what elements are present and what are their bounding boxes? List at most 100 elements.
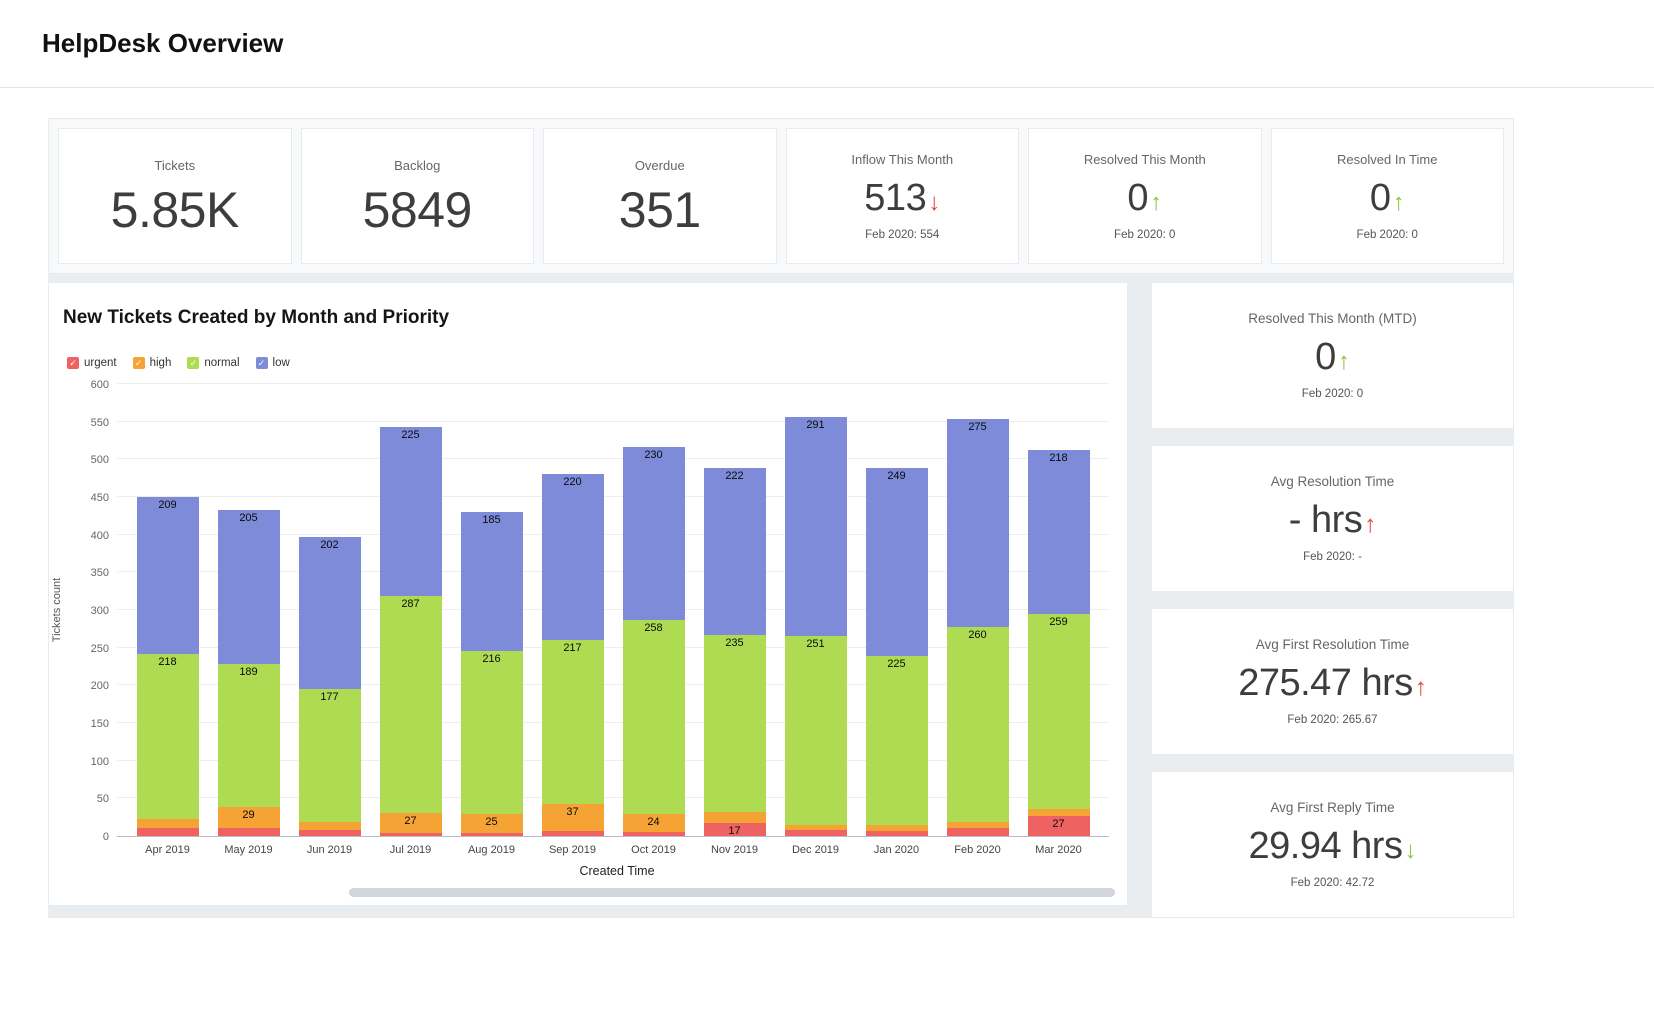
bar-segment-high[interactable] <box>1027 808 1090 816</box>
stat-subtext: Feb 2020: 0 <box>1114 228 1176 241</box>
x-tick-label: Mar 2020 <box>1035 844 1082 856</box>
gridline <box>117 684 1109 686</box>
bar-segment-urgent[interactable] <box>298 829 361 836</box>
chart-scrollbar-thumb[interactable] <box>349 888 1115 897</box>
bar-segment-low[interactable]: 225 <box>379 426 442 597</box>
bar-segment-low[interactable]: 222 <box>703 467 766 635</box>
bar-segment-normal[interactable]: 259 <box>1027 613 1090 809</box>
bar-segment-high[interactable]: 25 <box>460 814 523 833</box>
bar-mar-2020[interactable]: 27 259 218 <box>1027 449 1090 836</box>
bar-value-label: 258 <box>644 621 663 634</box>
y-tick-label: 0 <box>102 831 109 843</box>
stat-subtext: Feb 2020: 265.67 <box>1287 714 1378 726</box>
bar-segment-urgent[interactable] <box>379 833 442 836</box>
bar-segment-urgent[interactable] <box>541 831 604 836</box>
bar-segment-urgent[interactable] <box>865 831 928 836</box>
bar-segment-normal[interactable]: 225 <box>865 655 928 826</box>
bar-value-label: 222 <box>725 469 744 482</box>
bar-dec-2019[interactable]: 251 291 <box>784 417 847 836</box>
bar-segment-normal[interactable]: 216 <box>460 651 523 815</box>
bar-segment-urgent[interactable] <box>136 828 199 836</box>
bar-segment-normal[interactable]: 260 <box>946 626 1009 823</box>
bar-segment-low[interactable]: 275 <box>946 419 1009 627</box>
bar-segment-low[interactable]: 249 <box>865 468 928 656</box>
gridline <box>117 383 1109 384</box>
stat-label: Tickets <box>154 157 196 173</box>
bar-segment-high[interactable] <box>703 811 766 824</box>
bar-segment-high[interactable] <box>946 822 1009 829</box>
chart-area: 0 50 100 150 200 250 300 350 400 450 500 550 600 Tic… <box>51 379 1109 843</box>
legend-item-urgent[interactable]: ✓ urgent <box>67 357 117 369</box>
bar-segment-normal[interactable]: 177 <box>298 689 361 823</box>
stat-card-inflow-this-month[interactable]: Inflow This Month 513 ↓ Feb 2020: 554 <box>785 128 1019 264</box>
bar-segment-normal[interactable]: 258 <box>622 619 685 815</box>
bar-segment-high[interactable]: 37 <box>541 803 604 832</box>
gridline <box>117 458 1109 460</box>
bar-segment-normal[interactable]: 287 <box>379 596 442 813</box>
bar-sep-2019[interactable]: 37 217 220 <box>541 474 604 836</box>
bar-segment-urgent[interactable] <box>217 828 280 836</box>
stat-value-row: 0 ↑ <box>1127 179 1162 217</box>
bar-segment-high[interactable] <box>784 825 847 830</box>
stat-card-resolved-this-month[interactable]: Resolved This Month 0 ↑ Feb 2020: 0 <box>1028 128 1262 264</box>
bar-aug-2019[interactable]: 25 216 185 <box>460 512 523 836</box>
bar-value-label: 24 <box>647 816 660 829</box>
bar-segment-normal[interactable]: 251 <box>784 636 847 826</box>
legend-label: urgent <box>84 357 117 369</box>
stat-card-avg-resolution-time[interactable]: Avg Resolution Time - hrs ↑ Feb 2020: - <box>1151 445 1514 592</box>
bar-segment-urgent[interactable] <box>946 828 1009 836</box>
bar-segment-low[interactable]: 209 <box>136 497 199 655</box>
bar-segment-low[interactable]: 220 <box>541 474 604 641</box>
bar-oct-2019[interactable]: 24 258 230 <box>622 446 685 836</box>
bar-value-label: 189 <box>239 666 258 679</box>
bar-may-2019[interactable]: 29 189 205 <box>217 509 280 836</box>
bar-segment-normal[interactable]: 189 <box>217 664 280 807</box>
bar-jun-2019[interactable]: 177 202 <box>298 536 361 836</box>
bar-nov-2019[interactable]: 17 235 222 <box>703 467 766 837</box>
stat-card-resolved-this-month-mtd[interactable]: Resolved This Month (MTD) 0 ↑ Feb 2020: … <box>1151 282 1514 429</box>
bar-value-label: 177 <box>320 691 339 704</box>
legend-item-low[interactable]: ✓ low <box>255 357 290 369</box>
bar-segment-urgent[interactable] <box>784 829 847 836</box>
bar-segment-urgent[interactable] <box>622 832 685 836</box>
stat-card-overdue[interactable]: Overdue 351 <box>543 128 777 264</box>
legend-item-high[interactable]: ✓ high <box>132 357 171 369</box>
stat-subtext: Feb 2020: 0 <box>1301 388 1364 400</box>
legend-item-normal[interactable]: ✓ normal <box>187 357 240 369</box>
bar-segment-urgent[interactable]: 27 <box>1027 815 1090 836</box>
bar-segment-normal[interactable]: 217 <box>541 640 604 804</box>
bar-segment-high[interactable] <box>136 818 199 829</box>
stat-card-resolved-in-time[interactable]: Resolved In Time 0 ↑ Feb 2020: 0 <box>1270 128 1504 264</box>
kpi-row: Tickets 5.85K Backlog 5849 Overdue 351 I… <box>48 118 1514 274</box>
bar-jan-2020[interactable]: 225 249 <box>865 468 928 836</box>
bar-segment-high[interactable] <box>865 825 928 832</box>
bar-segment-low[interactable]: 218 <box>1027 449 1090 614</box>
bar-segment-low[interactable]: 291 <box>784 417 847 637</box>
stat-card-backlog[interactable]: Backlog 5849 <box>300 128 534 264</box>
bar-segment-low[interactable]: 202 <box>298 536 361 690</box>
bar-segment-high[interactable]: 29 <box>217 806 280 829</box>
side-stats-column: Resolved This Month (MTD) 0 ↑ Feb 2020: … <box>1151 282 1514 918</box>
bar-apr-2019[interactable]: 218 209 <box>136 497 199 836</box>
bar-segment-low[interactable]: 205 <box>217 509 280 665</box>
stat-card-avg-first-reply-time[interactable]: Avg First Reply Time 29.94 hrs ↓ Feb 202… <box>1151 771 1514 918</box>
bar-segment-high[interactable]: 24 <box>622 814 685 833</box>
bar-segment-urgent[interactable] <box>460 833 523 836</box>
bar-segment-urgent[interactable]: 17 <box>703 823 766 837</box>
bar-segment-low[interactable]: 230 <box>622 446 685 620</box>
bar-segment-low[interactable]: 185 <box>460 512 523 652</box>
x-tick-label: Aug 2019 <box>467 844 516 856</box>
bar-segment-normal[interactable]: 235 <box>703 634 766 812</box>
bar-segment-high[interactable]: 27 <box>379 812 442 833</box>
bar-segment-high[interactable] <box>298 822 361 830</box>
legend-label: low <box>272 357 290 369</box>
legend-checkbox-icon: ✓ <box>255 357 268 369</box>
stat-card-tickets[interactable]: Tickets 5.85K <box>58 128 292 264</box>
stat-card-avg-first-resolution-time[interactable]: Avg First Resolution Time 275.47 hrs ↑ F… <box>1151 608 1514 755</box>
x-tick-label: Jun 2019 <box>306 844 353 856</box>
bar-segment-normal[interactable]: 218 <box>136 654 199 819</box>
bar-value-label: 259 <box>1049 615 1068 628</box>
bar-jul-2019[interactable]: 27 287 225 <box>379 426 442 836</box>
y-tick-label: 200 <box>90 680 109 693</box>
bar-feb-2020[interactable]: 260 275 <box>946 419 1009 836</box>
